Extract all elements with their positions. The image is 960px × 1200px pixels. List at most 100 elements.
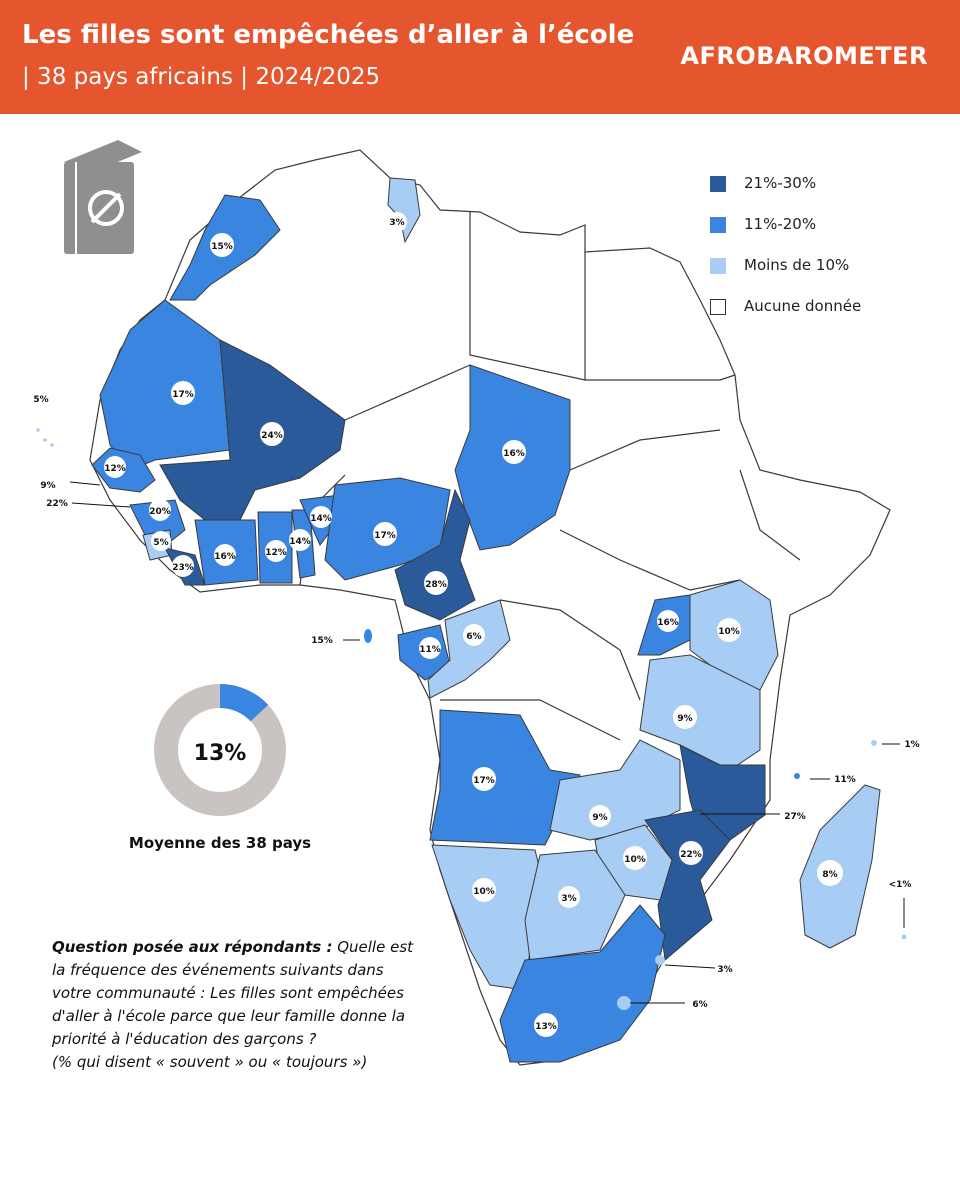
value-label-guinea: 20% <box>149 507 171 517</box>
value-label-badge <box>419 637 441 659</box>
country-shape-congo <box>427 599 511 699</box>
country-label-mozambique: 22% <box>679 841 703 865</box>
legend-label-low: Moins de 10% <box>744 256 850 274</box>
country-label-cameroon: 28% <box>424 571 448 595</box>
value-label-27: 27% <box>784 812 806 822</box>
country-label-nigeria: 17% <box>373 522 397 546</box>
country-label-sao-tome: 15% <box>311 636 333 646</box>
value-label-tanzania: 9% <box>677 714 692 724</box>
country-label-gambia: 9% <box>40 481 55 491</box>
value-label-ghana: 12% <box>265 548 287 558</box>
value-label-guinea-bissau: 22% <box>46 499 68 509</box>
value-label-badge <box>149 499 171 521</box>
legend-swatch-none <box>710 299 726 315</box>
value-label-badge <box>265 540 287 562</box>
value-label-congo: 6% <box>466 632 481 642</box>
legend-label-mid: 11%-20% <box>744 215 817 233</box>
country-label-zimbabwe: 10% <box>623 846 647 870</box>
value-label-badge <box>151 531 171 551</box>
island-markers <box>36 428 907 1010</box>
question-text: Question posée aux répondants : Quelle e… <box>52 936 424 1074</box>
average-donut: 13% <box>154 684 286 816</box>
value-label-south-africa: 13% <box>535 1022 557 1032</box>
country-shape-namibia <box>431 844 541 991</box>
average-label: Moyenne des 38 pays <box>128 834 312 852</box>
value-label-badge <box>172 555 194 577</box>
value-label-badge <box>424 571 448 595</box>
value-label-badge <box>534 1013 558 1037</box>
value-label-togo-benin: 14% <box>289 537 311 547</box>
africa-map: 15% 3% 17% 24% 16% 12% 20% 5% 23% 16% 12… <box>33 140 920 1066</box>
value-label-badge <box>104 456 126 478</box>
value-label-uganda: 16% <box>657 618 679 628</box>
value-label-badge <box>310 506 332 528</box>
country-shape-mauritania <box>99 299 231 471</box>
value-label-mozambique: 22% <box>680 850 702 860</box>
value-label-badge <box>817 860 843 886</box>
value-label-angola: 17% <box>473 776 495 786</box>
country-label-liberia: 23% <box>172 555 194 577</box>
value-label-sao-tome: 15% <box>311 636 333 646</box>
country-label-madagascar: 8% <box>817 860 843 886</box>
value-label-badge <box>673 705 697 729</box>
country-shape-cameroon <box>394 488 476 621</box>
country-label-south-africa: 13% <box>534 1013 558 1037</box>
country-label-cote-divoire: 16% <box>214 544 236 566</box>
country-label-zambia: 9% <box>589 805 611 827</box>
legend-label-none: Aucune donnée <box>744 297 862 315</box>
country-label-chad: 16% <box>502 440 526 464</box>
value-label-gabon: 11% <box>419 645 441 655</box>
value-label-senegal: 12% <box>104 464 126 474</box>
value-label-sierra-leone: 5% <box>153 538 168 548</box>
country-label-mauritania: 17% <box>171 381 195 405</box>
country-label-guinea-bissau: 22% <box>46 499 68 509</box>
value-label-badge <box>589 805 611 827</box>
country-label-burkina: 14% <box>310 506 332 528</box>
country-label-guinea: 20% <box>149 499 171 521</box>
value-label-kenya: 10% <box>718 627 740 637</box>
country-label-gabon: 11% <box>419 637 441 659</box>
value-label-badge <box>463 624 485 646</box>
country-label-kenya: 10% <box>717 618 741 642</box>
value-label-badge <box>657 610 679 632</box>
legend-swatch-mid <box>710 217 726 233</box>
value-label-mauritius: <1% <box>889 880 912 890</box>
value-label-badge <box>623 846 647 870</box>
value-label-eswatini: 3% <box>717 965 732 975</box>
value-label-badge <box>210 233 234 257</box>
country-label-senegal: 12% <box>104 456 126 478</box>
country-shape-tunisia <box>387 177 421 244</box>
brand-logo: AFROBAROMETER <box>680 42 928 70</box>
value-label-badge <box>472 878 496 902</box>
question-lead: Question posée aux répondants : <box>52 938 333 956</box>
country-label-togo-benin: 14% <box>289 529 311 551</box>
value-label-badge <box>289 529 311 551</box>
country-label-mauritius: <1% <box>889 880 912 890</box>
book-no-entry-icon <box>64 140 142 254</box>
value-label-burkina: 14% <box>310 514 332 524</box>
donut-value-arc <box>154 684 286 816</box>
question-footnote: (% qui disent « souvent » ou « toujours … <box>52 1053 368 1071</box>
value-label-badge <box>717 618 741 642</box>
country-label-sierra-leone: 5% <box>151 531 171 551</box>
country-label-botswana: 3% <box>558 886 580 908</box>
country-label-seychelles: 1% <box>904 740 919 750</box>
value-label-cote-divoire: 16% <box>214 552 236 562</box>
country-label-eswatini: 3% <box>717 965 732 975</box>
country-label-ghana: 12% <box>265 540 287 562</box>
value-label-liberia: 23% <box>172 563 194 573</box>
header-bar: Les filles sont empêchées d’aller à l’éc… <box>0 0 960 114</box>
value-label-zambia: 9% <box>592 813 607 823</box>
value-label-morocco: 15% <box>211 242 233 252</box>
country-label-uganda: 16% <box>657 610 679 632</box>
value-label-badge <box>214 544 236 566</box>
value-label-badge <box>502 440 526 464</box>
legend-label-high: 21%-30% <box>744 174 817 192</box>
country-label-cabo-verde: 5% <box>33 395 48 405</box>
country-label-tunisia: 3% <box>387 212 407 232</box>
country-label-lesotho: 6% <box>692 1000 707 1010</box>
value-label-mauritania: 17% <box>172 390 194 400</box>
value-label-chad: 16% <box>503 449 525 459</box>
value-label-mali: 24% <box>261 431 283 441</box>
country-shape-tanzania <box>639 654 761 771</box>
